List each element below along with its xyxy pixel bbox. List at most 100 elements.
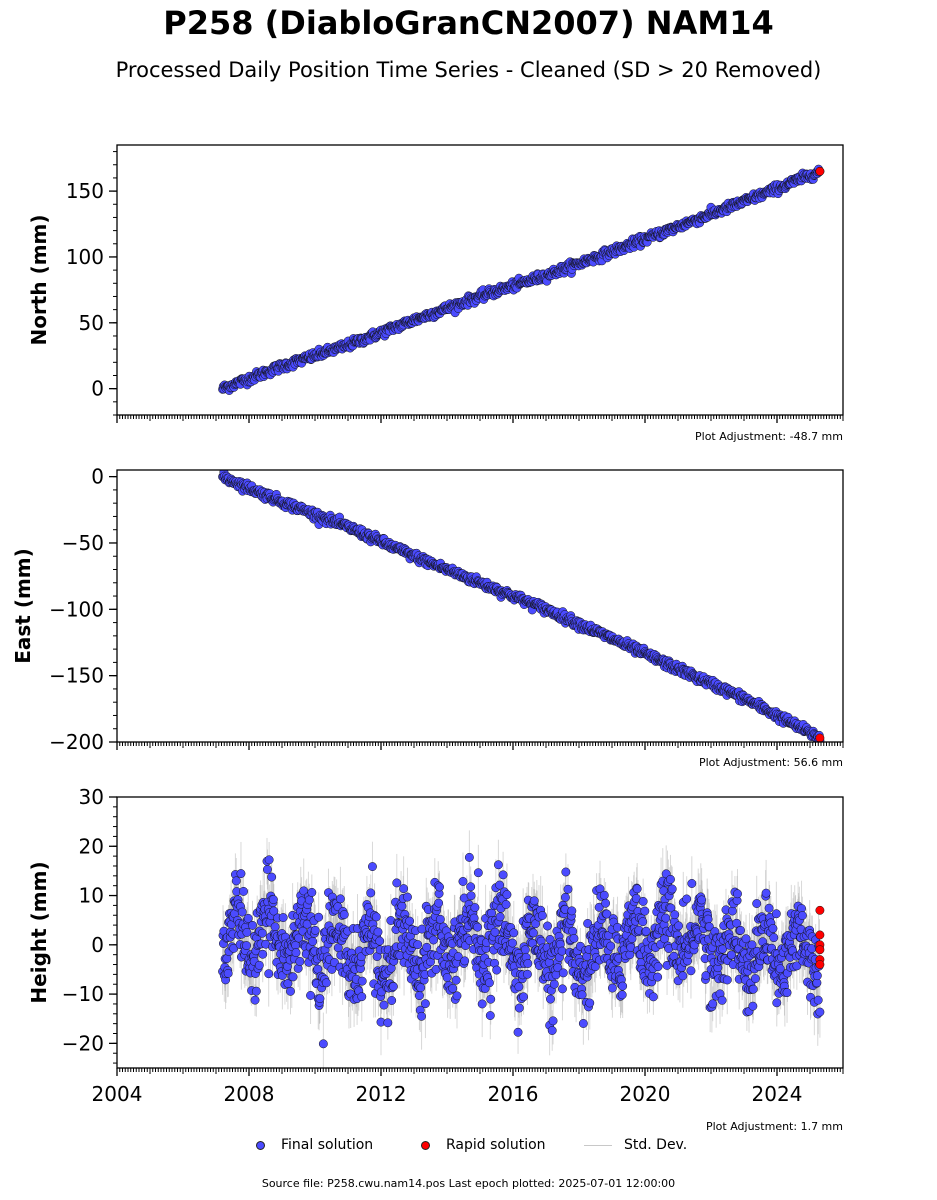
final-point — [414, 991, 424, 1001]
final-point — [599, 890, 609, 900]
final-point — [399, 884, 409, 894]
final-point — [523, 959, 533, 968]
final-point — [653, 972, 663, 982]
final-point — [422, 942, 432, 952]
y-tick-label: 0 — [91, 465, 104, 489]
final-solution-points — [218, 470, 825, 742]
final-point — [242, 927, 252, 937]
final-point — [286, 986, 295, 996]
final-point — [295, 957, 305, 966]
final-point — [264, 969, 274, 979]
final-point — [513, 1027, 523, 1037]
final-point — [264, 855, 274, 865]
final-point — [549, 979, 559, 989]
final-point — [294, 933, 304, 943]
final-point — [288, 972, 298, 982]
final-point — [490, 927, 500, 937]
plot-adjustment-note: Plot Adjustment: 56.6 mm — [699, 756, 843, 769]
final-point — [357, 976, 367, 986]
final-point — [310, 925, 320, 935]
final-point — [451, 975, 461, 985]
final-point — [606, 941, 616, 951]
final-point — [366, 888, 376, 898]
final-point — [484, 978, 494, 988]
final-point — [291, 948, 301, 958]
final-point — [420, 999, 430, 1009]
final-point — [416, 983, 426, 993]
final-point — [239, 886, 248, 896]
final-point — [590, 962, 600, 972]
rapid-point — [815, 733, 825, 742]
final-point — [537, 911, 547, 920]
final-point — [640, 906, 650, 916]
final-point — [560, 892, 570, 902]
final-point — [519, 992, 529, 1002]
final-point — [357, 992, 367, 1002]
final-point — [458, 877, 468, 886]
final-point — [257, 928, 267, 938]
final-point — [509, 928, 519, 938]
final-point — [321, 978, 331, 988]
final-point — [545, 934, 555, 944]
final-point — [501, 900, 511, 909]
final-point — [403, 892, 412, 902]
final-point — [578, 1019, 588, 1028]
final-point — [267, 872, 277, 882]
final-point — [563, 884, 573, 894]
final-point — [448, 983, 458, 993]
final-point — [435, 914, 445, 924]
final-point — [567, 906, 577, 916]
final-point — [697, 895, 707, 905]
final-point — [308, 936, 318, 946]
final-point — [670, 910, 680, 920]
final-point — [601, 898, 611, 908]
y-tick-label: −200 — [49, 730, 104, 754]
final-point — [583, 919, 593, 928]
final-point — [486, 994, 496, 1004]
final-point — [251, 986, 261, 996]
x-axis — [116, 415, 844, 423]
final-solution-points — [218, 164, 825, 395]
final-point — [223, 968, 233, 978]
final-point — [392, 878, 402, 888]
final-point — [237, 907, 247, 917]
final-point — [368, 862, 377, 872]
final-point — [339, 910, 349, 920]
final-point — [250, 995, 260, 1005]
final-point — [242, 941, 251, 951]
figure-title: P258 (DiabloGranCN2007) NAM14 — [163, 4, 774, 42]
final-point — [520, 945, 530, 955]
y-tick-label: −50 — [62, 531, 104, 555]
final-point — [548, 1016, 558, 1026]
final-point — [674, 921, 684, 931]
final-point — [464, 852, 474, 862]
y-axis: 0 50 100 150 — [66, 151, 117, 416]
final-point — [314, 912, 324, 922]
final-point — [547, 1026, 557, 1035]
final-point — [585, 998, 595, 1008]
east-panel: 0 −50 −100 −150 −200 East (mm) Plot Adjustment… — [11, 465, 844, 769]
final-point — [546, 994, 555, 1004]
final-point — [529, 896, 539, 906]
final-point — [453, 952, 463, 962]
final-point — [543, 921, 552, 931]
plot-adjustment-note: Plot Adjustment: -48.7 mm — [695, 430, 843, 443]
x-axis — [116, 742, 844, 750]
final-point — [236, 869, 246, 879]
y-tick-label: 100 — [66, 245, 104, 269]
final-point — [231, 876, 241, 886]
final-point — [258, 949, 268, 959]
final-point — [315, 994, 325, 1004]
final-point — [373, 927, 383, 937]
final-point — [452, 991, 462, 1001]
final-point — [477, 999, 487, 1009]
final-point — [607, 983, 617, 993]
final-point — [717, 995, 727, 1005]
y-tick-label: 0 — [91, 377, 104, 401]
final-point — [577, 990, 587, 1000]
final-point — [666, 903, 676, 913]
final-point — [703, 914, 713, 924]
final-point — [492, 965, 502, 975]
final-point — [269, 906, 279, 916]
